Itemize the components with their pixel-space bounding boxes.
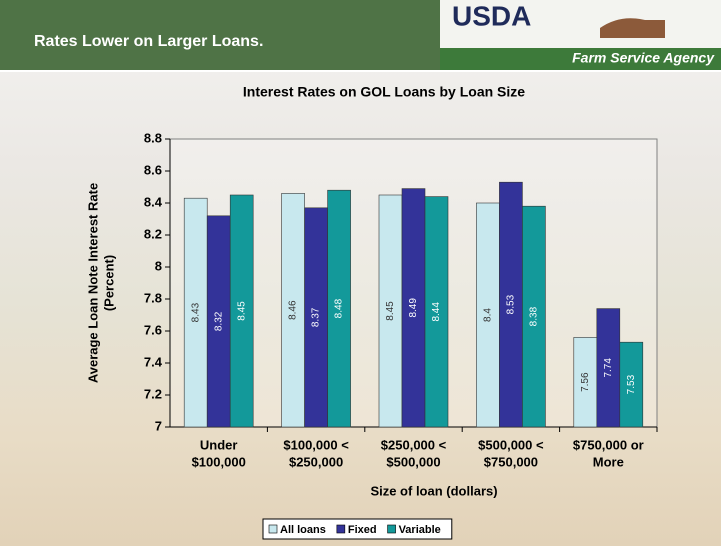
- y-tick-label: 8.4: [144, 194, 163, 209]
- data-label: 7.53: [626, 374, 637, 394]
- bar: [327, 189, 351, 428]
- y-tick-label: 7.4: [144, 354, 163, 369]
- x-tick-label: More: [593, 454, 624, 469]
- chart-title: Interest Rates on GOL Loans by Loan Size: [243, 84, 525, 100]
- y-tick-label: 8.6: [144, 162, 162, 177]
- logo-text: USDA: [452, 0, 531, 31]
- legend-swatch: [387, 524, 396, 534]
- data-label: 7.56: [580, 372, 591, 392]
- legend: All loans Fixed Variable: [262, 518, 453, 540]
- legend-label: Fixed: [348, 524, 377, 536]
- data-label: 8.53: [506, 294, 517, 314]
- agency-text: Farm Service Agency: [572, 50, 715, 66]
- data-label: 8.45: [385, 301, 396, 321]
- x-tick-label: Under: [200, 437, 238, 452]
- x-tick-label: $500,000: [386, 454, 440, 469]
- y-tick-label: 7: [155, 418, 162, 433]
- bar: [229, 194, 254, 428]
- bar: [522, 205, 546, 428]
- legend-label: Variable: [399, 524, 441, 536]
- legend-box: [262, 518, 453, 540]
- data-label: 7.74: [603, 358, 614, 378]
- data-label: 8.38: [529, 306, 540, 326]
- data-label: 8.43: [190, 302, 201, 322]
- x-tick-label: $100,000 <: [283, 437, 349, 452]
- y-axis-title-line: Average Loan Note Interest Rate: [85, 183, 100, 383]
- barn-icon: [600, 18, 665, 38]
- data-label: 8.49: [408, 298, 419, 318]
- data-label: 8.37: [311, 307, 322, 327]
- x-tick-label: $750,000 or: [573, 437, 644, 452]
- x-tick-label: $500,000 <: [478, 437, 544, 452]
- legend-swatch: [268, 524, 278, 534]
- data-label: 8.46: [288, 300, 299, 320]
- data-label: 8.32: [213, 311, 224, 331]
- data-label: 8.44: [431, 302, 442, 322]
- data-label: 8.4: [483, 308, 494, 322]
- y-axis-title: Average Loan Note Interest Rate (Percent…: [85, 183, 116, 383]
- x-tick-label: $100,000: [192, 454, 246, 469]
- y-tick-label: 8.8: [144, 130, 162, 145]
- x-tick-label: $750,000: [484, 454, 538, 469]
- legend-label: All loans: [280, 524, 326, 536]
- y-tick-label: 8.2: [144, 226, 162, 241]
- x-tick-label: $250,000: [289, 454, 343, 469]
- bar: [424, 196, 449, 428]
- y-tick-label: 8: [155, 258, 162, 273]
- logo-area: [440, 0, 721, 48]
- legend-swatch: [336, 524, 346, 534]
- x-tick-label: $250,000 <: [381, 437, 447, 452]
- slide-title: Rates Lower on Larger Loans.: [34, 33, 263, 50]
- y-tick-label: 7.6: [144, 322, 162, 337]
- agency-band: [440, 48, 721, 70]
- y-tick-label: 7.2: [144, 386, 162, 401]
- bar: [619, 341, 644, 428]
- data-label: 8.48: [334, 298, 345, 318]
- y-tick-label: 7.8: [144, 290, 162, 305]
- x-axis-title: Size of loan (dollars): [370, 483, 497, 498]
- data-label: 8.45: [236, 301, 247, 321]
- header-rule: [0, 70, 721, 72]
- y-axis-title-line: (Percent): [101, 255, 116, 311]
